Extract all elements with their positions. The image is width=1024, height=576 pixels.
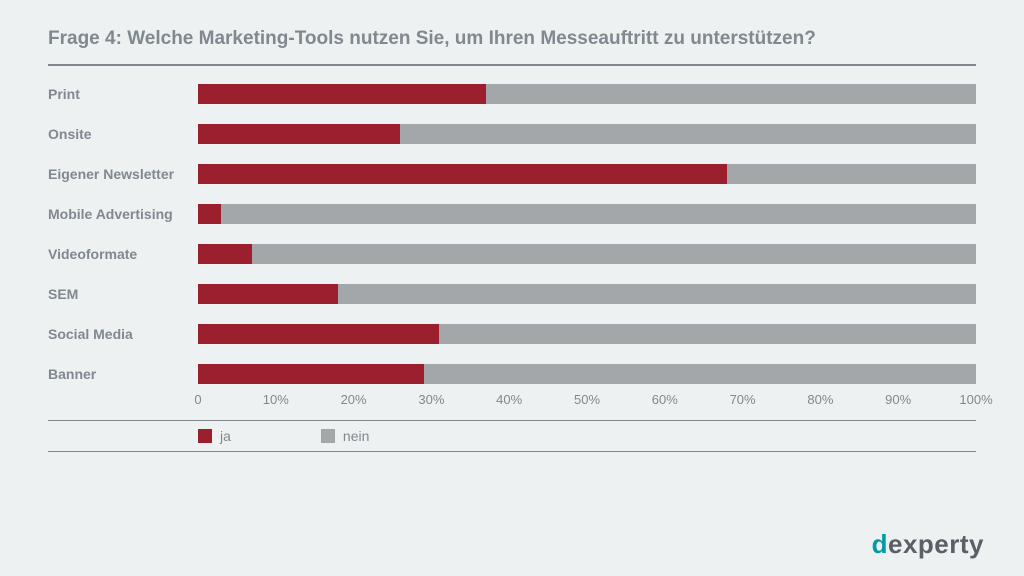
bar-segment-nein xyxy=(338,284,976,304)
bar-row xyxy=(198,324,976,344)
chart-area: Print Onsite Eigener Newsletter Mobile A… xyxy=(48,66,976,390)
legend-swatch-ja xyxy=(198,429,212,443)
bar-segment-nein xyxy=(221,204,976,224)
bar-segment-ja xyxy=(198,364,424,384)
bar-row xyxy=(198,204,976,224)
x-tick: 70% xyxy=(730,392,756,407)
bar-row xyxy=(198,244,976,264)
axis-spacer xyxy=(48,392,198,412)
category-label: Onsite xyxy=(48,124,198,144)
legend-label-nein: nein xyxy=(343,428,369,444)
category-label: Videoformate xyxy=(48,244,198,264)
x-tick: 80% xyxy=(807,392,833,407)
bar-segment-ja xyxy=(198,324,439,344)
bar-segment-ja xyxy=(198,204,221,224)
bar-row xyxy=(198,124,976,144)
bars xyxy=(198,84,976,384)
bar-segment-ja xyxy=(198,244,252,264)
x-tick: 40% xyxy=(496,392,522,407)
legend-swatch-nein xyxy=(321,429,335,443)
category-label: Mobile Advertising xyxy=(48,204,198,224)
x-tick: 50% xyxy=(574,392,600,407)
brand-prefix: d xyxy=(872,529,888,559)
x-tick: 100% xyxy=(959,392,992,407)
bar-segment-ja xyxy=(198,164,727,184)
x-tick: 10% xyxy=(263,392,289,407)
bar-row xyxy=(198,284,976,304)
bar-segment-ja xyxy=(198,124,400,144)
bar-segment-nein xyxy=(424,364,976,384)
legend-label-ja: ja xyxy=(220,428,231,444)
bar-segment-nein xyxy=(400,124,976,144)
bar-row xyxy=(198,364,976,384)
brand-logo: dexperty xyxy=(872,529,984,560)
rule-bottom xyxy=(48,451,976,452)
legend-item-ja: ja xyxy=(198,428,231,444)
x-tick: 30% xyxy=(418,392,444,407)
legend: ja nein xyxy=(48,421,976,451)
category-labels: Print Onsite Eigener Newsletter Mobile A… xyxy=(48,84,198,384)
chart-page: Frage 4: Welche Marketing-Tools nutzen S… xyxy=(0,0,1024,576)
bar-segment-nein xyxy=(486,84,976,104)
chart-title: Frage 4: Welche Marketing-Tools nutzen S… xyxy=(48,28,976,50)
category-label: SEM xyxy=(48,284,198,304)
legend-item-nein: nein xyxy=(321,428,369,444)
x-axis: 0 10% 20% 30% 40% 50% 60% 70% 80% 90% 10… xyxy=(48,392,976,412)
category-label: Eigener Newsletter xyxy=(48,164,198,184)
x-tick: 60% xyxy=(652,392,678,407)
category-label: Print xyxy=(48,84,198,104)
x-tick: 0 xyxy=(194,392,201,407)
bar-segment-nein xyxy=(439,324,976,344)
brand-suffix: experty xyxy=(888,529,984,559)
bar-segment-nein xyxy=(252,244,976,264)
bar-row xyxy=(198,164,976,184)
category-label: Social Media xyxy=(48,324,198,344)
category-label: Banner xyxy=(48,364,198,384)
x-tick: 20% xyxy=(341,392,367,407)
bar-segment-ja xyxy=(198,84,486,104)
x-axis-ticks: 0 10% 20% 30% 40% 50% 60% 70% 80% 90% 10… xyxy=(198,392,976,412)
bar-row xyxy=(198,84,976,104)
bar-segment-ja xyxy=(198,284,338,304)
bar-segment-nein xyxy=(727,164,976,184)
x-tick: 90% xyxy=(885,392,911,407)
